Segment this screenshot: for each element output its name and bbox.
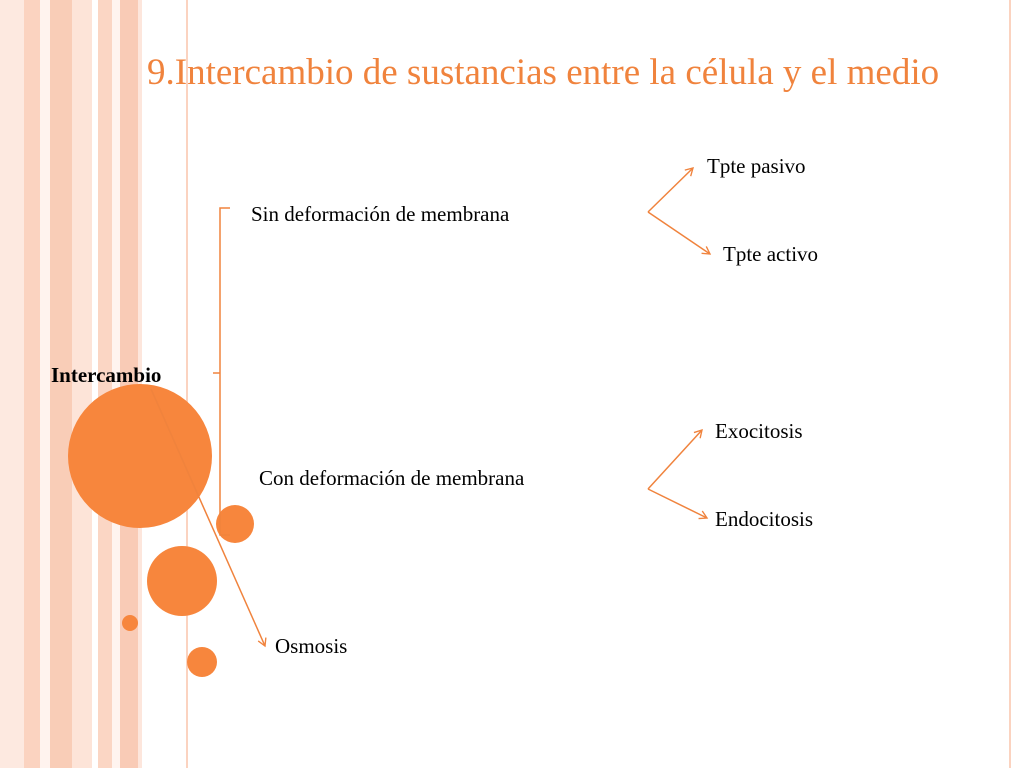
- decor-circle-tiny: [122, 615, 138, 631]
- branch-label-con-deformacion: Con deformación de membrana: [259, 466, 525, 490]
- branch-label-sin-deformacion: Sin deformación de membrana: [251, 202, 510, 226]
- decor-circle-small-right: [216, 505, 254, 543]
- arrow-to-endocitosis: [647, 488, 709, 520]
- arrow-to-tpte-activo: [647, 211, 712, 255]
- decor-circle-large: [68, 384, 212, 528]
- leaf-label-tpte-pasivo: Tpte pasivo: [707, 154, 806, 178]
- slide-title: 9.Intercambio de sustancias entre la cél…: [147, 52, 940, 93]
- main-bracket: [219, 207, 230, 536]
- leaf-label-endocitosis: Endocitosis: [715, 507, 813, 531]
- decor-circle-bottom: [187, 647, 217, 677]
- arrow-to-exocitosis: [647, 428, 703, 490]
- arrow-to-tpte-pasivo: [647, 167, 694, 213]
- leaf-label-tpte-activo: Tpte activo: [723, 242, 819, 266]
- osmosis-label: Osmosis: [275, 634, 348, 658]
- leaf-label-exocitosis: Exocitosis: [715, 419, 803, 443]
- root-label: Intercambio: [51, 363, 162, 387]
- arrow-to-osmosis: [150, 388, 267, 648]
- decor-circle-medium: [147, 546, 217, 616]
